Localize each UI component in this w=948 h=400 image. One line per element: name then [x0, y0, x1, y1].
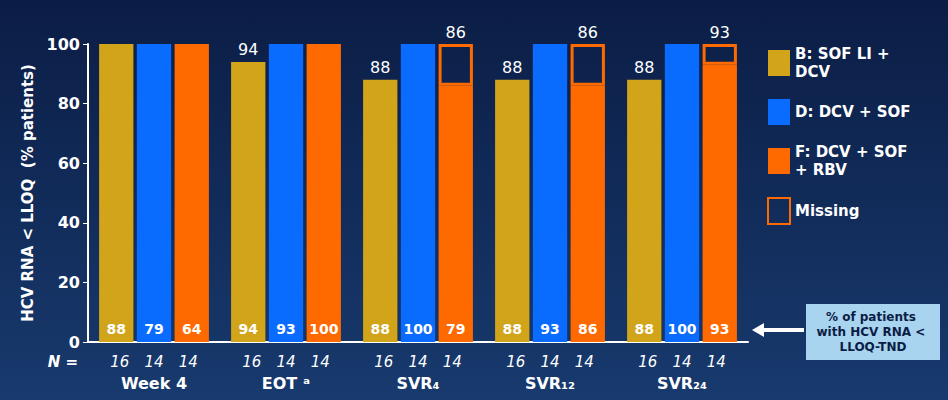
svg-text:88: 88 [370, 58, 390, 77]
svg-text:14: 14 [672, 353, 691, 371]
svg-text:B: SOF LI +: B: SOF LI + [795, 45, 895, 63]
svg-text:93: 93 [540, 321, 559, 337]
svg-text:14: 14 [443, 353, 462, 371]
svg-text:88: 88 [634, 58, 654, 77]
svg-text:% of patients: % of patients [826, 310, 920, 324]
svg-text:SVR₂₄: SVR₂₄ [657, 374, 707, 393]
svg-text:93: 93 [710, 23, 730, 42]
svg-text:14: 14 [179, 353, 198, 371]
svg-text:D: DCV + SOF: D: DCV + SOF [795, 103, 911, 121]
svg-text:64: 64 [182, 321, 202, 337]
svg-text:60: 60 [58, 154, 80, 173]
svg-text:F: DCV + SOF: F: DCV + SOF [795, 143, 913, 161]
svg-text:Missing: Missing [795, 202, 859, 220]
svg-text:16: 16 [242, 353, 261, 371]
svg-text:16: 16 [374, 353, 393, 371]
svg-text:86: 86 [578, 321, 597, 337]
svg-text:SVR₁₂: SVR₁₂ [525, 374, 575, 393]
svg-text:N =: N = [48, 353, 78, 371]
svg-text:14: 14 [311, 353, 330, 371]
svg-text:100: 100 [403, 321, 432, 337]
svg-text:88: 88 [107, 321, 126, 337]
svg-text:100: 100 [309, 321, 338, 337]
svg-text:14: 14 [575, 353, 594, 371]
svg-text:40: 40 [58, 213, 80, 232]
svg-text:79: 79 [446, 321, 465, 337]
svg-text:88: 88 [635, 321, 654, 337]
svg-text:16: 16 [506, 353, 525, 371]
svg-text:94: 94 [238, 40, 258, 59]
svg-text:80: 80 [58, 94, 80, 113]
svg-text:14: 14 [144, 353, 163, 371]
svg-text:+ RBV: + RBV [795, 161, 847, 179]
svg-text:14: 14 [408, 353, 427, 371]
svg-text:16: 16 [110, 353, 129, 371]
svg-text:94: 94 [239, 321, 259, 337]
svg-text:100: 100 [667, 321, 696, 337]
svg-text:Week 4: Week 4 [121, 374, 187, 393]
svg-text:88: 88 [503, 321, 522, 337]
svg-text:16: 16 [638, 353, 657, 371]
svg-text:93: 93 [276, 321, 295, 337]
svg-text:100: 100 [47, 35, 80, 54]
svg-text:14: 14 [276, 353, 295, 371]
svg-text:14: 14 [707, 353, 726, 371]
svg-text:14: 14 [540, 353, 559, 371]
svg-text:79: 79 [144, 321, 163, 337]
svg-text:LLOQ-TND: LLOQ-TND [840, 340, 907, 354]
svg-text:SVR₄: SVR₄ [396, 374, 439, 393]
svg-text:86: 86 [446, 23, 466, 42]
svg-text:88: 88 [371, 321, 390, 337]
svg-text:DCV: DCV [795, 63, 830, 81]
svg-text:0: 0 [69, 333, 80, 352]
svg-text:HCV RNA < LLOQ (% patients): HCV RNA < LLOQ (% patients) [19, 64, 37, 322]
svg-text:86: 86 [578, 23, 598, 42]
svg-text:with HCV RNA <: with HCV RNA < [817, 325, 930, 339]
svg-text:20: 20 [58, 273, 80, 292]
svg-text:EOT ᵃ: EOT ᵃ [262, 374, 310, 393]
svg-text:93: 93 [710, 321, 729, 337]
svg-text:88: 88 [502, 58, 522, 77]
